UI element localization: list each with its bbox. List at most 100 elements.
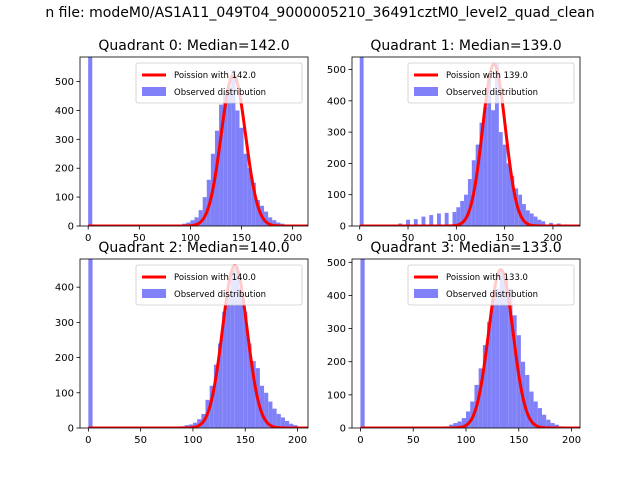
histogram-bar xyxy=(529,213,534,226)
histogram-bar xyxy=(498,132,503,226)
x-tick-label: 100 xyxy=(181,233,200,244)
subplot-quadrant-1: 0 50 100 150 200 0 100 200 300 400 500 Poission wit… xyxy=(327,38,581,244)
histogram-bar xyxy=(227,87,232,226)
histogram-bar xyxy=(512,315,517,428)
histogram-bar xyxy=(239,127,244,226)
x-tick-label: 50 xyxy=(402,233,415,244)
histogram-bar xyxy=(406,219,410,226)
legend-poisson-label: Poission with 142.0 xyxy=(174,71,256,81)
histogram-bar xyxy=(444,212,449,226)
histogram-bar xyxy=(276,222,281,226)
histogram-bar xyxy=(284,420,290,428)
subplot-title: Quadrant 1: Median=139.0 xyxy=(370,38,561,54)
histogram-bar xyxy=(251,182,256,226)
histogram-bar xyxy=(421,216,426,226)
y-tick-label: 400 xyxy=(55,283,74,294)
histogram-bar xyxy=(209,385,214,428)
histogram-bar xyxy=(226,294,231,428)
y-tick-label: 500 xyxy=(55,77,74,88)
histogram-bar xyxy=(264,392,269,428)
x-tick-label: 200 xyxy=(288,435,307,446)
x-tick-label: 0 xyxy=(357,435,363,446)
histogram-bar xyxy=(88,259,93,428)
histogram-bar xyxy=(506,163,511,226)
legend-observed-label: Observed distribution xyxy=(174,88,266,98)
x-tick-label: 0 xyxy=(85,233,91,244)
legend: Poission with 140.0 Observed distribution xyxy=(135,264,303,306)
y-tick-label: 500 xyxy=(327,258,346,269)
histogram-bar xyxy=(202,197,207,226)
subplot-quadrant-0: 0 50 100 150 200 0 100 200 300 400 500 Poission wit… xyxy=(55,38,309,244)
histogram-bar xyxy=(214,130,220,226)
legend-box xyxy=(135,62,303,104)
x-tick-label: 50 xyxy=(133,233,146,244)
histogram-bar xyxy=(230,269,235,428)
x-tick-label: 50 xyxy=(134,435,147,446)
y-tick-label: 0 xyxy=(68,222,74,233)
histogram-bar xyxy=(475,144,480,226)
histogram-bar xyxy=(190,220,195,226)
y-tick-label: 300 xyxy=(327,324,346,335)
histogram-bar xyxy=(549,222,553,226)
legend-observed-label: Observed distribution xyxy=(446,290,538,300)
y-tick-label: 100 xyxy=(327,390,346,401)
y-axis-ticks: 0 100 200 300 400 500 xyxy=(55,77,80,233)
y-tick-label: 0 xyxy=(68,424,74,435)
histogram-bar xyxy=(491,298,496,428)
y-axis-ticks: 0 100 200 300 400 500 xyxy=(327,258,352,435)
x-tick-label: 150 xyxy=(232,233,251,244)
axes-frame xyxy=(351,56,581,227)
histogram-bar xyxy=(234,266,239,428)
legend-box xyxy=(407,264,575,306)
legend-observed-swatch xyxy=(142,289,166,298)
legend-observed-swatch xyxy=(414,289,438,298)
histogram-bar xyxy=(268,217,273,226)
x-tick-label: 100 xyxy=(183,435,202,446)
y-tick-label: 400 xyxy=(327,96,346,107)
histogram-bar xyxy=(272,408,277,428)
x-tick-label: 150 xyxy=(509,435,528,446)
histogram-bar xyxy=(264,211,269,226)
subplot-title: Quadrant 3: Median=133.0 xyxy=(370,240,561,256)
histogram-bar xyxy=(247,343,252,428)
histogram-bar xyxy=(268,401,273,428)
histogram-bar xyxy=(235,110,240,226)
legend: Poission with 142.0 Observed distribution xyxy=(135,62,303,104)
histogram-bar xyxy=(483,107,488,226)
histogram-bar xyxy=(529,391,534,428)
histogram-bar xyxy=(491,110,495,226)
histogram-bar xyxy=(508,288,513,428)
histogram-bar xyxy=(466,411,471,428)
histogram-bar xyxy=(467,179,472,226)
histogram-bar xyxy=(413,219,418,226)
histogram-bar xyxy=(487,321,492,428)
histogram-bar xyxy=(453,423,458,428)
histogram-bar xyxy=(88,57,93,226)
histogram-bar xyxy=(449,424,454,428)
histogram-bar xyxy=(457,421,462,428)
axes-frame xyxy=(79,258,309,429)
histogram-bar xyxy=(479,122,484,226)
y-tick-label: 400 xyxy=(327,291,346,302)
x-tick-label: 100 xyxy=(447,233,466,244)
histogram-bar xyxy=(525,210,530,226)
histogram-bar xyxy=(272,220,277,226)
legend-box xyxy=(135,264,303,306)
histogram-bar xyxy=(452,211,457,226)
histogram-bars xyxy=(360,259,568,428)
poisson-curve xyxy=(87,264,308,428)
histogram-bar xyxy=(537,408,542,428)
legend-observed-label: Observed distribution xyxy=(174,290,266,300)
histogram-bar xyxy=(255,200,260,226)
histogram-bar xyxy=(231,70,236,226)
histogram-bar xyxy=(502,144,507,226)
poisson-curve xyxy=(87,73,308,226)
histogram-bar xyxy=(238,287,244,428)
histogram-bar xyxy=(456,207,461,226)
histogram-bar xyxy=(533,216,538,226)
y-tick-label: 100 xyxy=(327,190,346,201)
histogram-bar xyxy=(464,194,468,226)
legend: Poission with 139.0 Observed distribution xyxy=(407,62,575,104)
histogram-bar xyxy=(213,364,219,428)
